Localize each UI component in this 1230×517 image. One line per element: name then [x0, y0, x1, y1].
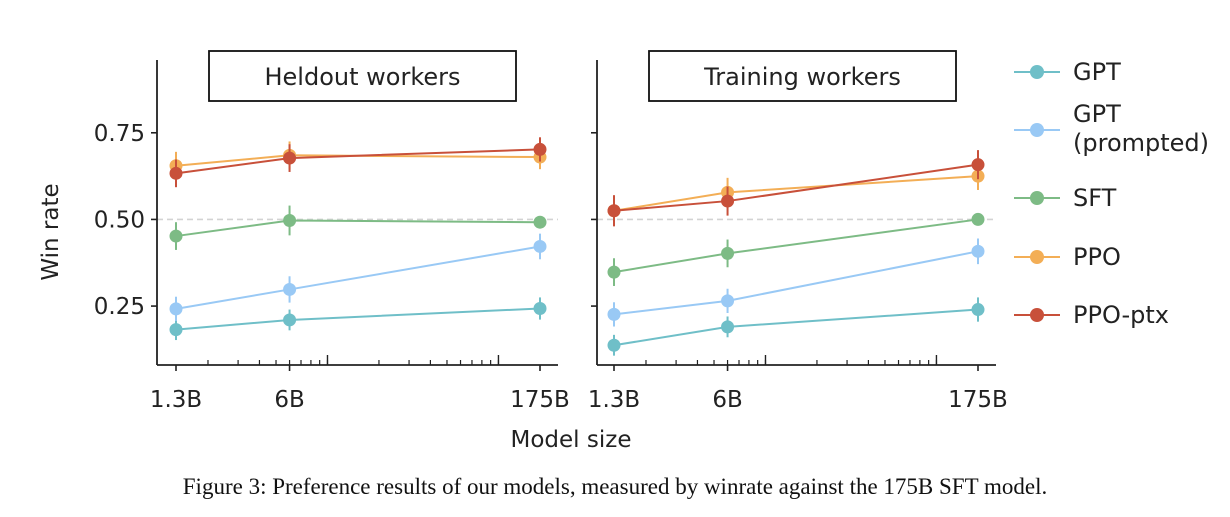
legend-swatch-marker [1030, 250, 1044, 264]
data-point [533, 215, 547, 229]
x-tick-label: 6B [712, 387, 742, 413]
x-tick-label: 6B [274, 387, 304, 413]
panel-training-workers: 1.3B 6B 175B Training workers [588, 50, 1008, 413]
series-ppo_ptx [607, 150, 985, 227]
data-point [971, 158, 985, 172]
data-point [533, 239, 547, 253]
y-tick-label: 0.75 [94, 121, 145, 147]
data-point [283, 151, 297, 165]
data-point [607, 204, 621, 218]
series-gpt [169, 297, 547, 341]
series-gpt_prompted [169, 233, 547, 321]
y-tick-label: 0.25 [94, 294, 145, 320]
legend-label: SFT [1073, 184, 1117, 212]
y-tick-label: 0.50 [94, 207, 145, 233]
data-point [971, 244, 985, 258]
data-point [169, 229, 183, 243]
legend-item-ppo: PPO [1014, 243, 1121, 271]
data-point [721, 194, 735, 208]
data-point [971, 212, 985, 226]
data-point [283, 313, 297, 327]
x-tick-label: 1.3B [588, 387, 640, 413]
legend-label: PPO-ptx [1073, 301, 1169, 329]
series-ppo [169, 141, 547, 180]
legend-swatch-marker [1030, 308, 1044, 322]
legend-label: PPO [1073, 243, 1121, 271]
legend-swatch-marker [1030, 123, 1044, 137]
data-point [169, 302, 183, 316]
legend-item-gpt: GPT [1014, 58, 1121, 86]
data-point [721, 320, 735, 334]
data-point [721, 246, 735, 260]
legend-label-line2: (prompted) [1073, 129, 1209, 157]
series-sft [169, 205, 547, 250]
y-axis-label: Win rate [38, 183, 64, 280]
panel-title-box [648, 50, 957, 102]
data-point [533, 302, 547, 316]
data-point [607, 307, 621, 321]
panel-title: Heldout workers [264, 63, 460, 91]
data-point [533, 142, 547, 156]
series-line-ppo [175, 154, 541, 167]
legend-item-ppo_ptx: PPO-ptx [1014, 301, 1169, 329]
series-line-gpt_prompted [613, 250, 979, 316]
legend-label: GPT [1073, 100, 1121, 128]
data-point [607, 338, 621, 352]
legend-label: GPT [1073, 58, 1121, 86]
series-gpt_prompted [607, 238, 985, 327]
win-rate-figure: 0.25 0.50 0.75 1.3B 6B 175B Heldout workers 1.… [38, 50, 1209, 453]
legend-item-gpt_prompted: GPT(prompted) [1014, 100, 1209, 157]
series-ppo_ptx [169, 137, 547, 188]
series-line-gpt [175, 307, 541, 331]
series-line-sft [175, 219, 541, 238]
legend-item-sft: SFT [1014, 184, 1117, 212]
data-point [169, 166, 183, 180]
series-line-gpt [613, 308, 979, 347]
x-tick-label: 1.3B [150, 387, 202, 413]
series-line-sft [613, 218, 979, 274]
legend-swatch-marker [1030, 191, 1044, 205]
panel-title-box [208, 50, 517, 102]
data-point [721, 294, 735, 308]
x-axis-label: Model size [511, 427, 632, 453]
legend-swatch-marker [1030, 65, 1044, 79]
data-point [971, 303, 985, 317]
data-point [169, 323, 183, 337]
x-tick-label: 175B [948, 387, 1008, 413]
data-point [283, 282, 297, 296]
panel-heldout-workers: 0.25 0.50 0.75 1.3B 6B 175B Heldout workers [94, 50, 570, 413]
series-gpt [607, 297, 985, 356]
panel-title: Training workers [703, 63, 901, 91]
data-point [607, 265, 621, 279]
data-point [283, 213, 297, 227]
x-tick-label: 175B [510, 387, 570, 413]
figure-caption: Figure 3: Preference results of our mode… [182, 474, 1048, 499]
series-line-gpt_prompted [175, 245, 541, 310]
series-sft [607, 212, 985, 286]
